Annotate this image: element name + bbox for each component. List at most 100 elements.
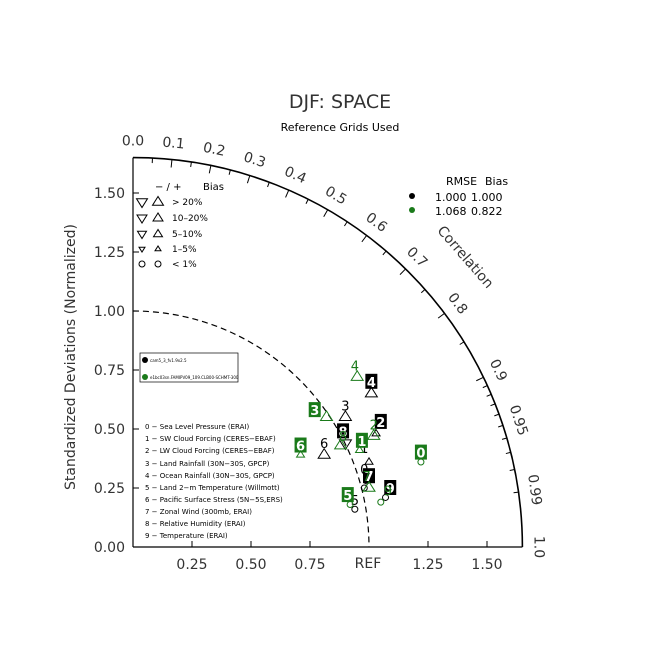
- point-marker: [333, 438, 348, 450]
- variable-item-3: 3 − Land Rainfall (30N−30S, GPCP): [145, 460, 270, 468]
- corr-tick: [323, 209, 329, 217]
- bias-symbol-minus: [136, 230, 148, 240]
- point-marker: [417, 458, 425, 466]
- chart-subtitle: Reference Grids Used: [281, 121, 400, 134]
- point-marker: [338, 409, 353, 421]
- variable-legend: 0 − Sea Level Pressure (ERAI) 1 − SW Clo…: [145, 423, 283, 540]
- corr-tick: [459, 341, 465, 345]
- point-label: 4: [367, 376, 376, 391]
- bias-symbol-minus: [138, 260, 146, 268]
- corr-tick: [437, 312, 445, 319]
- stats-header-bias: Bias: [485, 175, 508, 188]
- point-label: 9: [386, 482, 395, 497]
- bias-legend-row-3: 1–5%: [172, 245, 197, 255]
- bias-legend-row-2: 5–10%: [172, 230, 203, 240]
- bias-legend-row-1: 10–20%: [172, 214, 208, 224]
- variable-item-6: 6 − Pacific Surface Stress (5N−5S,ERS): [145, 496, 283, 504]
- x-tick-label: 0.25: [176, 557, 207, 573]
- point-label-box: [337, 423, 350, 439]
- stats-bias-0: 1.000: [471, 191, 503, 204]
- stats-dot-1: [409, 207, 415, 213]
- corr-tick-label: 0.2: [202, 140, 227, 160]
- bias-legend-row-4: < 1%: [172, 260, 197, 270]
- stats-legend: RMSE Bias 1.000 1.000 1.068 0.822: [409, 175, 508, 218]
- point-label-box: [374, 413, 387, 429]
- stats-header-rmse: RMSE: [446, 175, 477, 188]
- case-label-1: e1bc03sn.FAMIPV09_109.CLB00-SCHMT-300: [150, 375, 239, 380]
- corr-tick-label: 0.9: [486, 357, 510, 384]
- corr-tick-label: 0.3: [242, 149, 268, 171]
- corr-tick-label: 0.99: [524, 473, 544, 506]
- variable-item-4: 4 − Ocean Rainfall (30N−30S, GPCP): [145, 472, 275, 480]
- point-label: 1: [360, 442, 368, 457]
- bias-symbol-plus: [154, 245, 162, 252]
- variable-item-9: 9 − Temperature (ERAI): [145, 532, 228, 540]
- x-tick-label: 1.50: [471, 557, 502, 573]
- corr-tick: [382, 250, 387, 256]
- corr-tick-label: 1.0: [530, 536, 546, 558]
- corr-tick-label: 0.5: [322, 183, 349, 208]
- point-label: 3: [341, 399, 349, 414]
- point-marker: [382, 493, 390, 501]
- point-label: 8: [339, 430, 347, 445]
- corr-tick-label: 0.0: [122, 134, 144, 150]
- corr-tick-label: 0.95: [506, 403, 531, 438]
- corr-tick: [361, 235, 368, 243]
- point-label-box: [341, 487, 354, 503]
- point-label: 7: [364, 470, 373, 485]
- bias-symbol-plus: [152, 212, 164, 222]
- bias-symbol-minus: [136, 214, 148, 224]
- point-label: 0: [416, 447, 425, 462]
- bias-legend: − / + Bias > 20% 10–20% 5–10% 1–5% < 1%: [135, 182, 224, 270]
- correlation-label: Correlation: [434, 223, 497, 292]
- y-tick-label: 1.25: [94, 245, 125, 261]
- bias-legend-sign: − / +: [155, 182, 181, 193]
- bias-legend-title: Bias: [203, 182, 224, 193]
- variable-item-5: 5 − Land 2−m Temperature (Willmott): [145, 484, 280, 492]
- point-marker: [350, 369, 365, 381]
- case-legend: cam5_3_fv1.9x2.5 e1bc03sn.FAMIPV09_109.C…: [139, 352, 239, 383]
- point-label-box: [363, 468, 375, 484]
- x-tick-label: 0.50: [235, 557, 266, 573]
- point-label-box: [384, 480, 397, 495]
- corr-tick: [498, 424, 504, 428]
- point-label: 9: [384, 484, 392, 499]
- corr-fine-tick: [494, 413, 500, 417]
- y-tick-label: 0.75: [94, 363, 125, 379]
- x-tick-label: 1.25: [412, 557, 443, 573]
- corr-fine-tick: [513, 491, 519, 494]
- variable-item-1: 1 − SW Cloud Forcing (CERES−EBAF): [145, 435, 276, 443]
- chart-title: DJF: SPACE: [289, 91, 391, 113]
- x-tick-label: 0.75: [294, 557, 325, 573]
- y-tick-label: 0.00: [94, 540, 125, 556]
- point-label-box: [414, 444, 427, 460]
- point-label-box: [365, 373, 378, 389]
- y-axis-label: Standardized Deviations (Normalized): [63, 224, 79, 490]
- point-label: 1: [357, 435, 366, 450]
- case-dot-1: [142, 374, 148, 380]
- bias-legend-symbols: [135, 195, 165, 268]
- point-label-box: [308, 402, 321, 418]
- point-label-box: [294, 437, 307, 453]
- point-label: 3: [310, 404, 319, 419]
- point-label: 6: [296, 440, 305, 455]
- variable-item-0: 0 − Sea Level Pressure (ERAI): [145, 423, 249, 431]
- point-marker: [371, 428, 381, 437]
- point-marker: [319, 409, 334, 421]
- corr-tick-label: 0.7: [403, 244, 430, 271]
- point-marker: [377, 498, 385, 506]
- point-marker: [338, 439, 353, 451]
- corr-fine-tick: [505, 451, 511, 455]
- corr-fine-tick: [486, 393, 492, 397]
- bias-legend-row-0: > 20%: [172, 198, 203, 208]
- outer-arc: [132, 156, 524, 548]
- y-tick-label: 1.00: [94, 304, 125, 320]
- point-label: 7: [362, 470, 370, 485]
- corr-tick-label: 0.6: [362, 210, 389, 236]
- point-marker: [346, 501, 354, 509]
- stats-rmse-1: 1.068: [435, 205, 467, 218]
- point-marker: [366, 428, 381, 440]
- corr-fine-tick: [490, 403, 496, 407]
- corr-tick-label: 0.8: [444, 290, 470, 317]
